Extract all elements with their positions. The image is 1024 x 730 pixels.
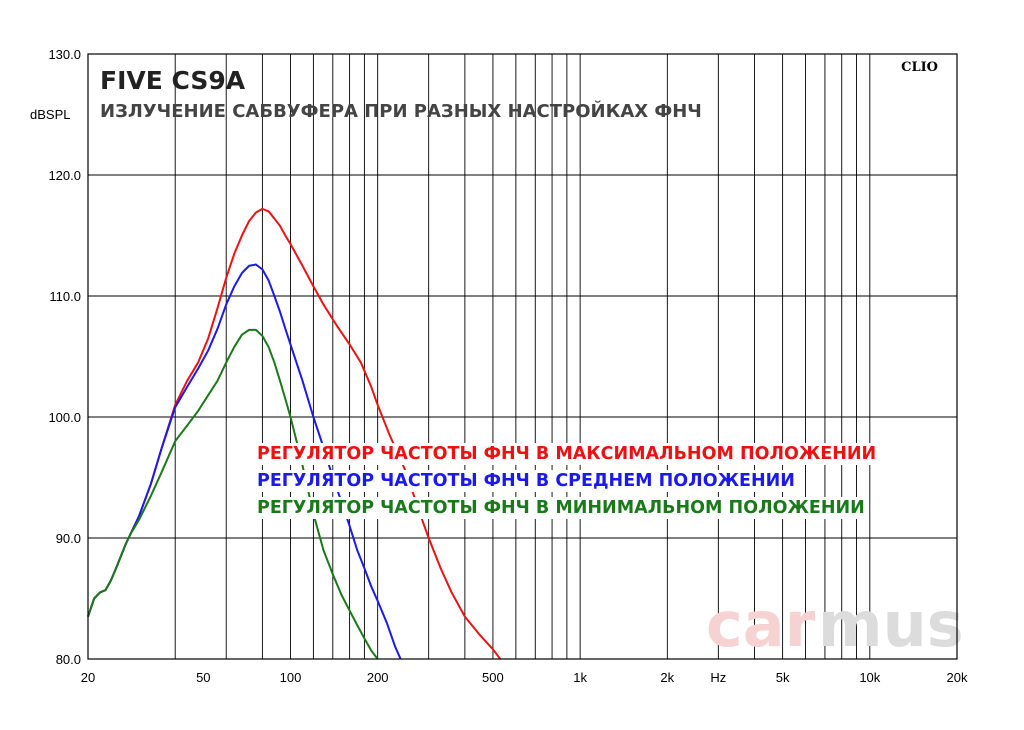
chart-subtitle: ИЗЛУЧЕНИЕ САБВУФЕРА ПРИ РАЗНЫХ НАСТРОЙКА… xyxy=(100,100,702,122)
watermark: car mus xyxy=(706,588,964,661)
x-tick-label: 20 xyxy=(81,670,95,685)
x-tick-label: 500 xyxy=(482,670,504,685)
x-tick-label: 50 xyxy=(196,670,210,685)
plot-frame xyxy=(87,53,958,660)
legend-entry-background xyxy=(253,443,881,465)
y-axis-label: dBSPL xyxy=(30,107,70,122)
x-tick-label: 1k xyxy=(573,670,587,685)
grid-lines xyxy=(88,54,957,659)
legend-entry-max: РЕГУЛЯТОР ЧАСТОТЫ ФНЧ В МАКСИМАЛЬНОМ ПОЛ… xyxy=(257,444,876,464)
legend: РЕГУЛЯТОР ЧАСТОТЫ ФНЧ В МАКСИМАЛЬНОМ ПОЛ… xyxy=(253,443,881,519)
y-tick-label: 120.0 xyxy=(48,168,81,183)
y-tick-label: 130.0 xyxy=(48,47,81,62)
x-tick-labels: 20 50 100 200 500 1k 2k Hz 5k 10k 20k xyxy=(81,670,968,685)
chart-title: FIVE CS9A xyxy=(100,66,246,95)
y-tick-label: 80.0 xyxy=(56,652,81,667)
legend-entry-min: РЕГУЛЯТОР ЧАСТОТЫ ФНЧ В МИНИМАЛЬНОМ ПОЛО… xyxy=(257,498,865,518)
x-tick-label: 2k xyxy=(660,670,674,685)
watermark-car: car xyxy=(706,588,816,661)
x-tick-label: 5k xyxy=(776,670,790,685)
x-tick-label: 10k xyxy=(859,670,880,685)
legend-background xyxy=(253,443,881,519)
x-tick-label: 100 xyxy=(280,670,302,685)
legend-entry-background xyxy=(253,470,799,492)
legend-entry-background xyxy=(253,497,869,519)
y-tick-labels: 130.0 120.0 110.0 100.0 90.0 80.0 xyxy=(48,47,81,667)
x-tick-label: 200 xyxy=(367,670,389,685)
y-tick-label: 110.0 xyxy=(49,289,81,304)
x-tick-label: 20k xyxy=(947,670,968,685)
y-tick-label: 90.0 xyxy=(56,531,81,546)
y-tick-label: 100.0 xyxy=(48,410,81,425)
watermark-mus: mus xyxy=(818,588,964,661)
series-line-min xyxy=(87,328,379,660)
legend-entry-mid: РЕГУЛЯТОР ЧАСТОТЫ ФНЧ В СРЕДНЕМ ПОЛОЖЕНИ… xyxy=(257,471,795,491)
data-series xyxy=(87,207,502,660)
x-axis-unit-label: Hz xyxy=(710,670,726,685)
clio-brand-label: CLIO xyxy=(901,60,938,75)
